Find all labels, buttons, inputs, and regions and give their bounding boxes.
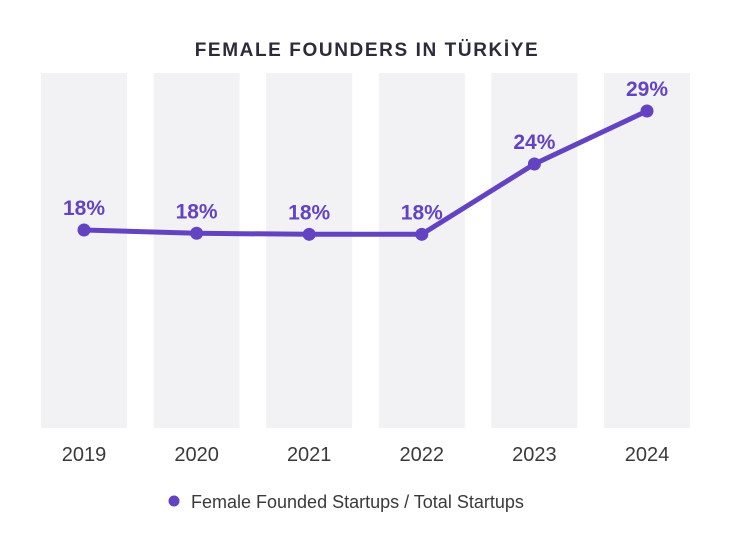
year-band-2019 (41, 73, 127, 428)
data-label-2019: 18% (63, 197, 105, 220)
x-tick-label: 2023 (512, 444, 557, 466)
data-labels: 18% 18% 18% 18% 24% 29% (63, 78, 668, 224)
x-axis-ticks: 2019 2020 2021 2022 2023 2024 (62, 444, 670, 466)
data-label-2023: 24% (513, 131, 555, 154)
year-band-2023 (491, 73, 578, 428)
year-band-2022 (378, 73, 465, 428)
x-tick-label: 2019 (62, 444, 107, 466)
data-label-2022: 18% (401, 201, 443, 224)
chart-title: FEMALE FOUNDERS IN TÜRKİYE (195, 40, 540, 61)
data-point-2022 (415, 227, 429, 241)
data-label-2020: 18% (176, 200, 218, 223)
legend: Female Founded Startups / Total Startups (168, 492, 524, 512)
year-band-2021 (266, 73, 353, 428)
year-bands (41, 73, 690, 428)
data-label-2021: 18% (288, 201, 330, 224)
data-points (77, 104, 654, 241)
data-point-2021 (302, 227, 316, 241)
series-line (81, 108, 650, 237)
year-band-2024 (604, 73, 690, 428)
data-point-2020 (190, 226, 204, 240)
year-band-2020 (153, 73, 240, 428)
legend-label: Female Founded Startups / Total Startups (191, 492, 524, 512)
data-point-2023 (527, 157, 541, 171)
legend-marker-icon (168, 495, 180, 507)
x-tick-label: 2020 (174, 444, 219, 466)
x-tick-label: 2021 (287, 444, 332, 466)
data-point-2024 (640, 104, 654, 118)
x-tick-label: 2022 (400, 444, 445, 466)
data-point-2019 (77, 223, 91, 237)
data-label-2024: 29% (626, 78, 668, 101)
x-tick-label: 2024 (625, 444, 670, 466)
